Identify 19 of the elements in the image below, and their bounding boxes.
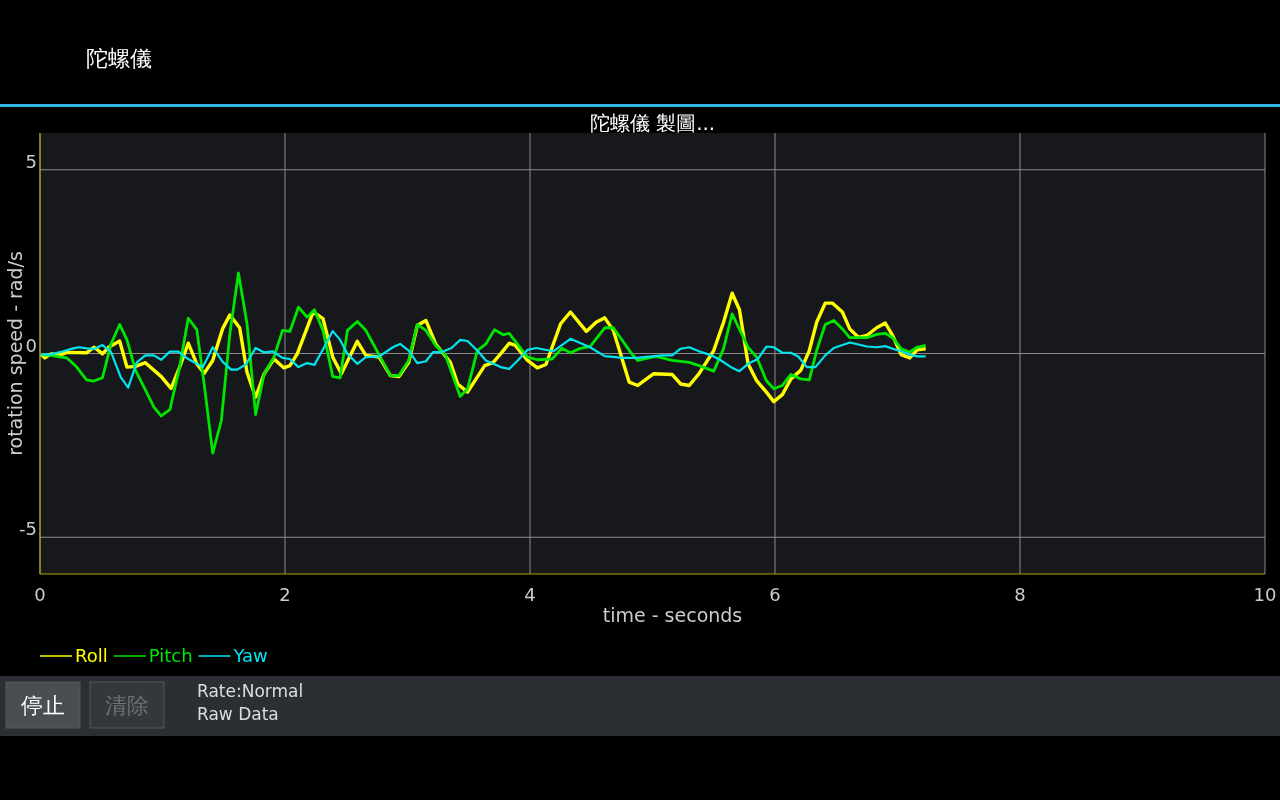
text: Rate:Normal bbox=[197, 681, 304, 701]
y-tick-label: -5 bbox=[19, 518, 37, 540]
x-tick-label: 10 bbox=[1253, 584, 1277, 605]
legend-label: Yaw bbox=[232, 645, 268, 666]
y-axis-title: rotation speed - rad/s bbox=[4, 251, 26, 456]
chart-title: 陀螺儀 製圖... bbox=[589, 111, 716, 135]
y-tick-label: 0 bbox=[25, 334, 37, 356]
x-tick-label: 2 bbox=[279, 584, 291, 605]
legend-label: Roll bbox=[75, 645, 108, 666]
x-tick-label: 8 bbox=[1014, 584, 1026, 605]
text: 停止 bbox=[21, 693, 65, 718]
text: Raw Data bbox=[197, 704, 279, 724]
chart-subtitle: 陀螺儀 bbox=[86, 46, 152, 71]
x-tick-label: 6 bbox=[769, 584, 781, 605]
x-tick-label: 4 bbox=[524, 584, 536, 605]
x-axis-title: time - seconds bbox=[602, 604, 743, 626]
text: 清除 bbox=[105, 693, 149, 718]
y-tick-label: 5 bbox=[25, 150, 37, 172]
legend-label: Pitch bbox=[148, 645, 193, 666]
